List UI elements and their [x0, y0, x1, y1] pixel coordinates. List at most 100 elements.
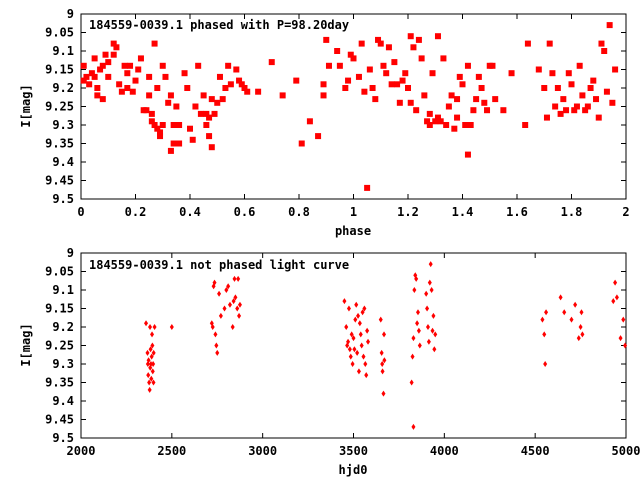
data-point	[573, 301, 578, 308]
phased-light-curve-chart: 9 9.05 9.1 9.15 9.2 9.25 9.3 9.35 9.4 9.45 9.5 0 0.…	[19, 7, 630, 238]
data-point	[601, 48, 608, 54]
data-point	[129, 88, 136, 95]
data-point	[359, 342, 364, 349]
x-tick-label: 1.2	[397, 205, 419, 219]
data-point	[184, 85, 191, 91]
data-point	[481, 99, 488, 106]
data-point	[429, 287, 434, 293]
data-point	[410, 44, 417, 51]
x-tick-label: 4000	[430, 444, 459, 458]
data-point	[148, 346, 153, 353]
data-point	[149, 353, 154, 360]
data-point	[412, 287, 417, 293]
x-tick-label: 3000	[248, 444, 277, 458]
data-point	[154, 125, 161, 132]
data-point	[102, 51, 109, 58]
data-point	[378, 316, 383, 323]
data-point	[590, 77, 597, 84]
data-point	[492, 96, 499, 103]
data-point	[132, 77, 139, 84]
y-tick-label: 9.45	[45, 174, 74, 188]
x-tick-label: 0.4	[179, 205, 201, 219]
data-point	[578, 324, 583, 330]
data-point	[222, 85, 229, 91]
data-point	[348, 353, 353, 360]
data-point	[345, 77, 352, 84]
data-point	[380, 368, 385, 375]
data-point	[549, 70, 556, 77]
data-point	[219, 96, 226, 103]
data-point	[434, 114, 441, 121]
data-point	[612, 66, 619, 73]
data-point	[432, 346, 437, 353]
x-axis-label: phase	[335, 224, 371, 238]
data-point	[162, 73, 169, 80]
data-point	[380, 361, 385, 367]
data-point	[554, 85, 561, 91]
data-point	[167, 92, 174, 99]
x-tick-label: 0.2	[125, 205, 147, 219]
data-point	[424, 290, 429, 297]
data-point	[224, 287, 229, 293]
data-point	[618, 335, 623, 342]
data-point	[535, 66, 542, 73]
data-point	[124, 70, 131, 77]
data-point	[334, 48, 341, 54]
data-point	[411, 423, 416, 430]
data-point	[425, 324, 430, 330]
data-point	[215, 349, 220, 356]
data-point	[484, 107, 491, 114]
unphased-light-curve-chart: 9 9.05 9.1 9.15 9.2 9.25 9.3 9.35 9.4 9.45 9.5 200…	[19, 246, 640, 477]
data-point	[146, 73, 153, 80]
y-tick-label: 9.05	[45, 26, 74, 40]
data-point	[88, 70, 95, 77]
data-point	[415, 309, 420, 316]
x-tick-label: 1.4	[452, 205, 474, 219]
data-point	[410, 353, 415, 360]
data-point	[426, 110, 433, 117]
data-point	[212, 279, 217, 286]
data-point	[349, 331, 354, 338]
x-tick-label: 0.8	[288, 205, 310, 219]
data-point	[606, 22, 613, 29]
data-point	[94, 85, 101, 91]
data-point	[151, 122, 158, 128]
data-point	[354, 301, 359, 308]
x-tick-label: 0	[77, 205, 84, 219]
data-point	[230, 324, 235, 330]
data-point	[475, 73, 482, 80]
data-point	[150, 331, 155, 338]
y-tick-label: 9.1	[52, 283, 74, 297]
data-point	[429, 70, 436, 77]
x-tick-label: 2000	[67, 444, 96, 458]
y-tick-label: 9	[67, 7, 74, 21]
data-point	[170, 140, 177, 147]
data-point	[346, 338, 351, 345]
data-point	[411, 335, 416, 342]
x-tick-label: 1.8	[561, 205, 583, 219]
data-point	[402, 70, 409, 77]
data-point	[416, 327, 421, 334]
data-point	[508, 70, 515, 77]
data-point	[116, 81, 123, 88]
data-point	[298, 140, 305, 147]
y-tick-label: 9.4	[52, 155, 74, 169]
data-point	[99, 62, 106, 69]
data-point	[236, 77, 243, 84]
data-point	[360, 309, 365, 316]
data-point	[388, 81, 395, 88]
data-point	[147, 386, 152, 393]
data-point	[173, 103, 180, 110]
data-point	[426, 122, 433, 128]
data-point	[382, 331, 387, 338]
data-point	[366, 338, 371, 345]
data-point	[364, 184, 371, 191]
data-point	[568, 81, 575, 88]
data-point	[235, 305, 240, 312]
data-point	[462, 122, 469, 128]
data-point	[443, 122, 450, 128]
data-point	[414, 275, 419, 282]
data-point	[576, 335, 581, 342]
data-point	[451, 125, 458, 132]
